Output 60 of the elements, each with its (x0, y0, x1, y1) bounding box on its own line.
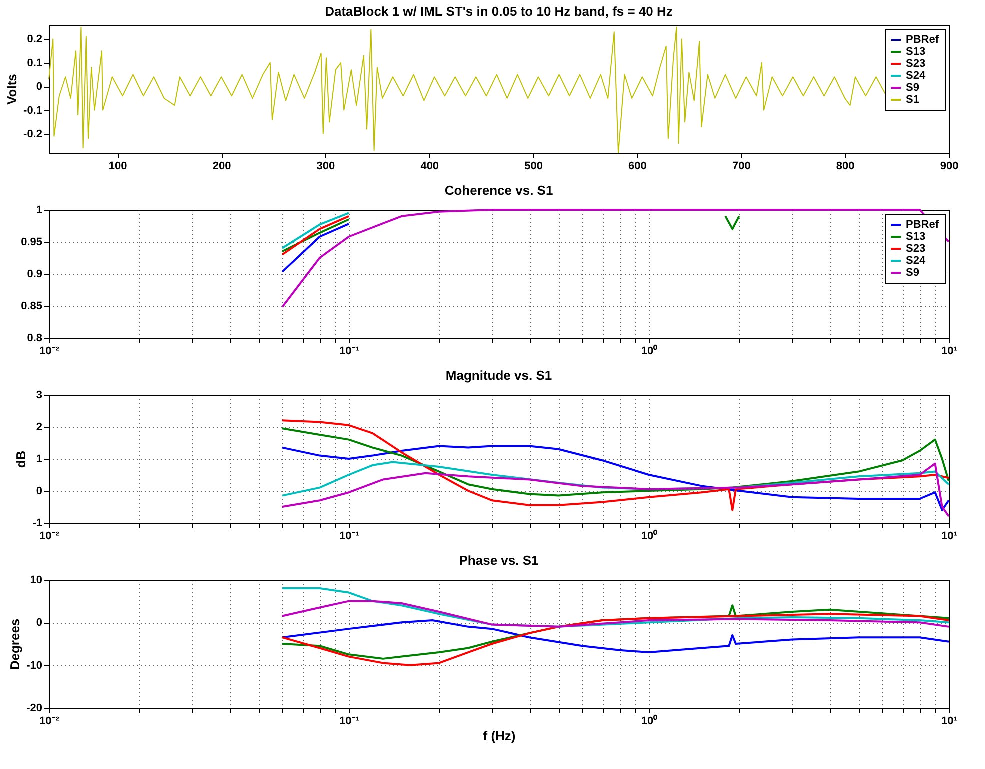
x-tick-label: 10⁻¹ (340, 530, 360, 542)
line-series (48, 26, 888, 154)
y-tick-label: -0.1 (24, 104, 42, 117)
chart-title: Phase vs. S1 (459, 553, 539, 568)
legend-label: S24 (906, 255, 926, 267)
y-tick-label: 0.9 (27, 268, 42, 280)
x-tick-label: 900 (940, 160, 959, 172)
y-tick-label: 0.8 (27, 332, 42, 344)
y-tick-label: 0 (36, 81, 42, 94)
legend-label: S1 (906, 94, 920, 106)
x-tick-label: 10⁻¹ (340, 716, 360, 728)
legend-label: PBRef (906, 219, 940, 231)
x-tick-label: 700 (732, 160, 751, 172)
chart-title: Magnitude vs. S1 (446, 368, 552, 383)
legend-label: PBRef (906, 34, 940, 46)
y-tick-label: 0.95 (21, 236, 42, 248)
legend-label: S23 (906, 243, 926, 255)
x-tick-label: 10⁻² (40, 716, 60, 728)
y-tick-label: 0.2 (27, 34, 42, 46)
x-tick-label: 200 (212, 160, 232, 172)
y-tick-label: -20 (26, 702, 42, 714)
y-tick-label: 3 (36, 390, 42, 402)
x-tick-label: 10⁰ (641, 344, 658, 358)
y-axis-title: Volts (4, 74, 20, 105)
y-tick-label: 0 (36, 486, 42, 498)
x-tick-label: 800 (836, 160, 855, 172)
x-tick-label: 300 (316, 160, 336, 172)
legend-label: S9 (906, 267, 920, 279)
legend-label: S24 (906, 70, 926, 82)
y-tick-label: 2 (36, 422, 42, 434)
y-tick-label: 0 (36, 617, 42, 630)
y-tick-label: -0.2 (24, 128, 42, 141)
y-tick-label: 0.1 (27, 57, 42, 70)
x-axis-title: f (Hz) (483, 728, 516, 744)
y-tick-label: 10 (30, 574, 42, 586)
legend-label: S13 (906, 46, 926, 58)
x-tick-label: 10¹ (942, 716, 958, 728)
legend-label: S13 (906, 231, 926, 243)
x-tick-label: 600 (628, 160, 647, 172)
y-tick-label: 1 (36, 454, 42, 466)
y-axis-title: dB (14, 450, 29, 468)
y-tick-label: 0.85 (21, 300, 42, 312)
x-tick-label: 100 (108, 160, 128, 172)
x-tick-label: 10⁻² (40, 530, 60, 542)
x-tick-label: 500 (524, 160, 543, 172)
x-tick-label: 10⁻¹ (340, 346, 360, 358)
y-tick-label: -1 (32, 518, 42, 530)
x-tick-label: 10⁻² (40, 346, 60, 358)
x-tick-label: 10⁰ (641, 530, 658, 542)
x-tick-label: 10¹ (942, 530, 958, 542)
chart-title: DataBlock 1 w/ IML ST's in 0.05 to 10 Hz band, fs = 40 Hz (325, 4, 674, 19)
legend-label: S9 (906, 82, 920, 94)
x-tick-label: 10⁰ (641, 714, 658, 728)
y-tick-label: -10 (26, 660, 42, 672)
y-tick-label: 1 (36, 204, 42, 216)
y-axis-title: Degrees (8, 618, 23, 670)
x-tick-label: 10¹ (942, 346, 958, 358)
chart-title: Coherence vs. S1 (444, 183, 554, 198)
x-tick-label: 400 (420, 160, 440, 172)
legend-label: S23 (906, 58, 926, 70)
